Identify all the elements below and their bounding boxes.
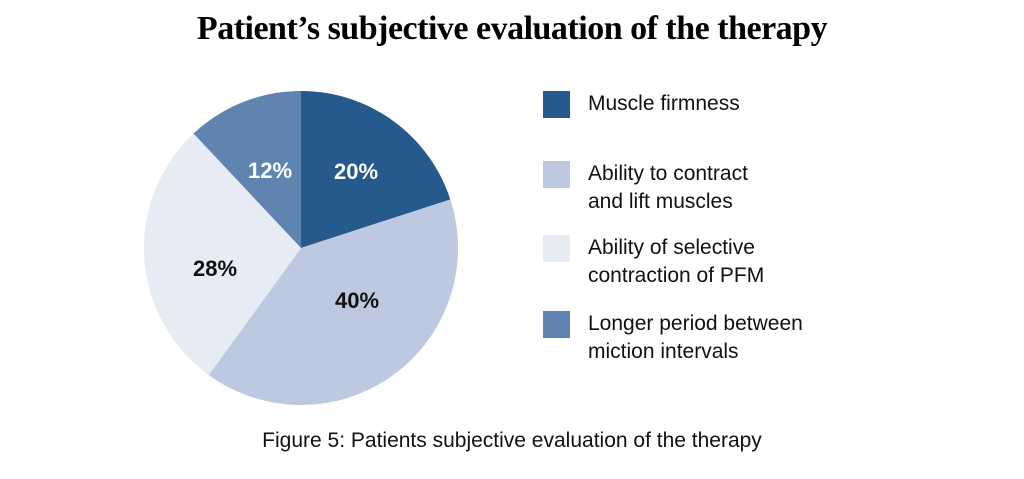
legend-item-selective-contraction: Ability of selective contraction of PFM	[543, 235, 764, 290]
legend-item-ability-to-contract: Ability to contract and lift muscles	[543, 161, 748, 216]
chart-title: Patient’s subjective evaluation of the t…	[196, 10, 828, 47]
pie-slice-40%	[208, 199, 458, 405]
legend-label-line: and lift muscles	[588, 190, 733, 213]
slice-value-label-20: 20%	[333, 159, 379, 184]
legend-label-line: Muscle firmness	[588, 92, 740, 115]
legend-swatch-muscle-firmness	[543, 91, 570, 118]
legend-item-longer-period: Longer period between miction intervals	[543, 311, 803, 366]
legend-swatch-ability-to-contract	[543, 161, 570, 188]
legend-label-longer-period: Longer period between miction intervals	[588, 310, 803, 366]
pie-slice-20%	[301, 91, 451, 248]
legend-item-muscle-firmness: Muscle firmness	[543, 91, 740, 118]
legend-swatch-selective-contraction	[543, 235, 570, 262]
slice-value-label-12: 12%	[247, 158, 293, 183]
pie-slice-12%	[193, 91, 301, 248]
slice-value-label-28: 28%	[192, 256, 238, 281]
slice-value-label-40: 40%	[334, 288, 380, 313]
legend-label-ability-to-contract: Ability to contract and lift muscles	[588, 160, 748, 216]
pie-slice-28%	[144, 133, 301, 376]
legend-swatch-longer-period	[543, 311, 570, 338]
legend-label-line: Ability to contract	[588, 162, 748, 185]
legend-label-line: Ability of selective	[588, 236, 755, 259]
figure-caption: Figure 5: Patients subjective evaluation…	[262, 429, 762, 452]
legend-label-line: miction intervals	[588, 340, 739, 363]
legend-label-line: Longer period between	[588, 312, 803, 335]
legend-label-selective-contraction: Ability of selective contraction of PFM	[588, 234, 764, 290]
legend-label-line: contraction of PFM	[588, 264, 765, 287]
legend-label-muscle-firmness: Muscle firmness	[588, 90, 740, 118]
pie-chart	[144, 91, 458, 405]
pie-chart-area: 20% 40% 28% 12%	[144, 91, 458, 405]
